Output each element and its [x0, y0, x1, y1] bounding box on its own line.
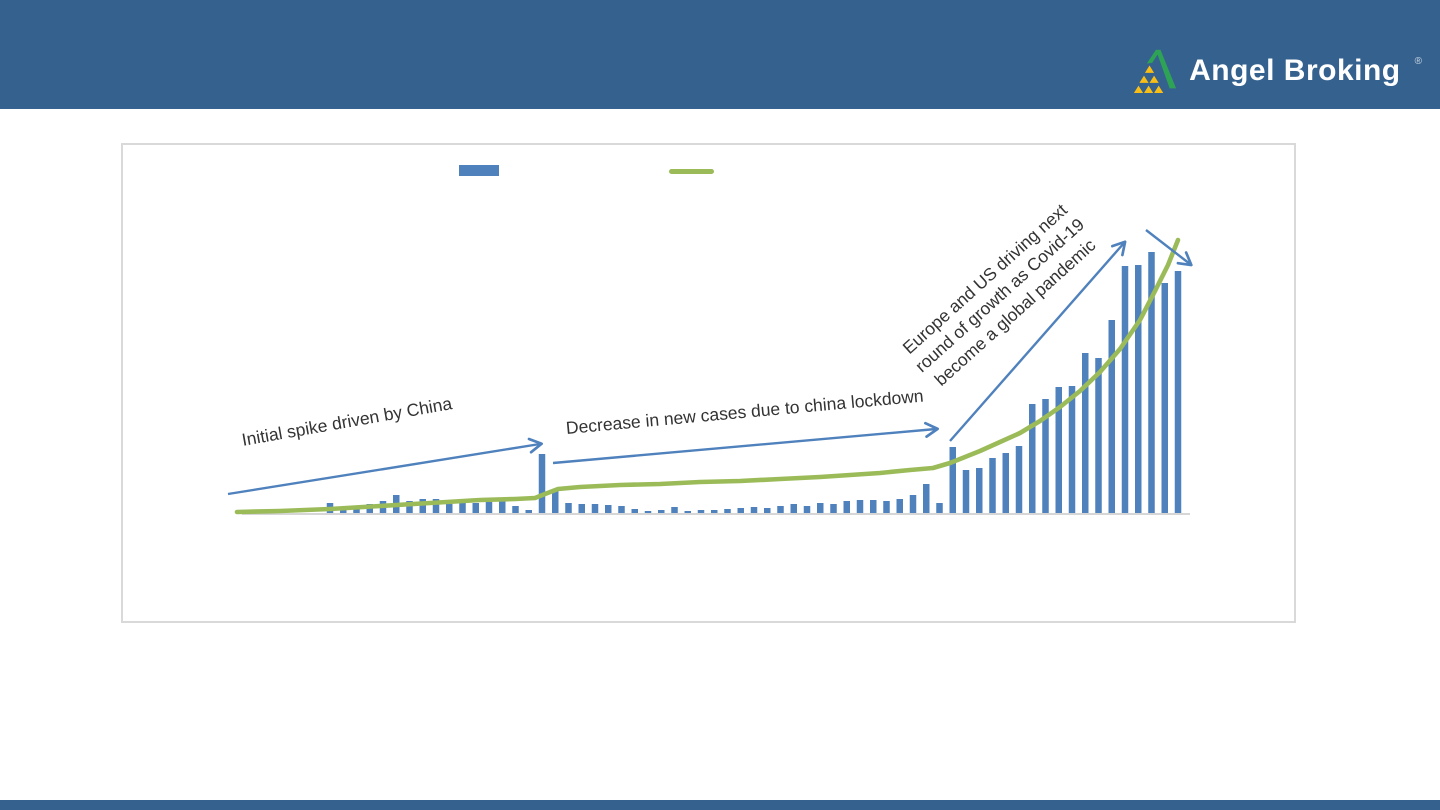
legend-line-swatch	[669, 169, 714, 174]
angel-broking-logo-icon	[1134, 49, 1177, 93]
footer-band	[0, 800, 1440, 810]
brand-name: Angel Broking	[1189, 54, 1401, 87]
chart-frame	[121, 143, 1296, 623]
header-band: Angel Broking ®	[0, 0, 1440, 109]
angel-broking-logo: Angel Broking ®	[1133, 48, 1422, 94]
legend-bar-swatch	[459, 165, 499, 176]
registered-trademark: ®	[1414, 55, 1422, 67]
